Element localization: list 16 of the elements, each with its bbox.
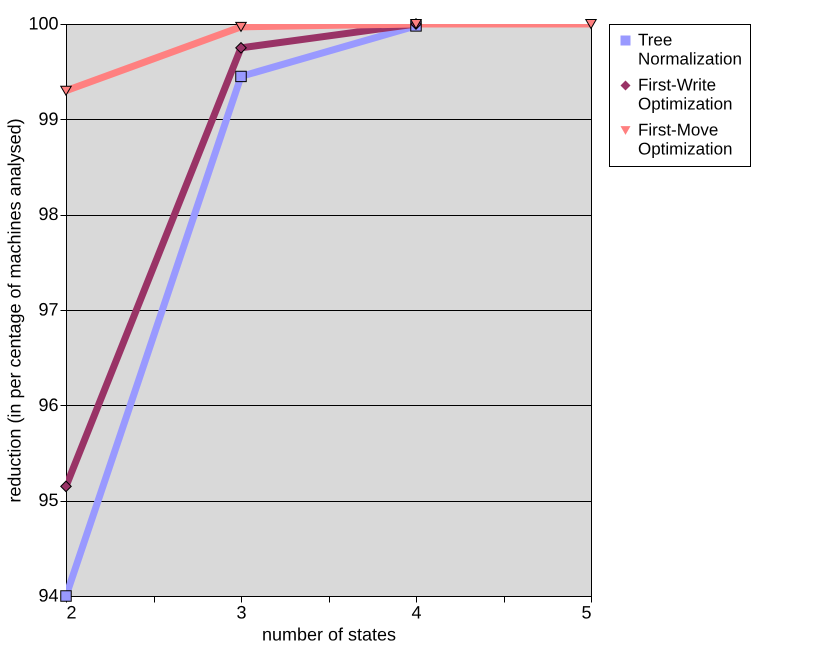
x-tick-label: 5 [581, 602, 592, 622]
x-tick-label: 3 [236, 602, 247, 622]
y-tick-label: 96 [38, 394, 58, 415]
legend-label: Tree Normalization [638, 30, 742, 68]
legend-label: First-Move Optimization [638, 120, 732, 158]
x-tick-label: 4 [411, 602, 422, 622]
y-tick-label: 95 [38, 490, 58, 510]
y-tick-label: 94 [38, 586, 58, 606]
legend-label: First-Write Optimization [638, 76, 732, 114]
x-axis-title: number of states [262, 624, 396, 644]
x-tick-label: 2 [66, 602, 77, 622]
y-tick-label: 99 [38, 108, 58, 129]
y-tick-label: 100 [28, 14, 58, 34]
y-tick-label: 97 [38, 300, 58, 320]
y-axis-title: reduction (in per centage of machines analysed) [4, 118, 24, 503]
y-tick-label: 98 [38, 204, 58, 224]
